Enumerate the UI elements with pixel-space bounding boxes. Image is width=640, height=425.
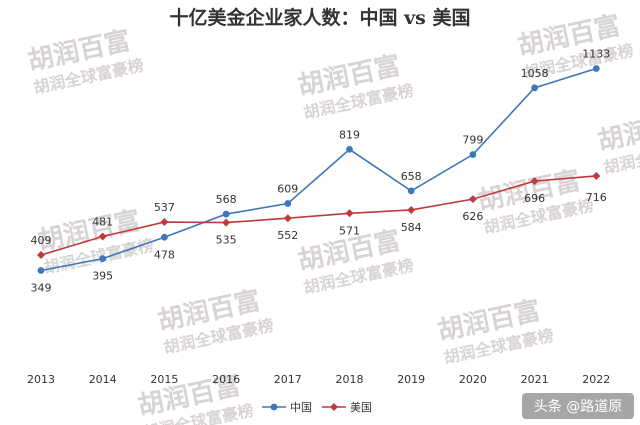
data-label-china-2021: 1058	[521, 67, 549, 80]
point-usa-2019	[407, 205, 416, 214]
data-label-china-2016: 568	[216, 193, 237, 206]
point-usa-2017	[283, 214, 292, 223]
point-china-2017	[284, 200, 292, 207]
data-label-usa-2022: 716	[586, 191, 607, 204]
x-tick-2019: 2019	[397, 373, 425, 386]
x-tick-2020: 2020	[459, 373, 487, 386]
watermark-text: 胡润百富	[595, 105, 640, 157]
data-label-china-2015: 478	[154, 248, 175, 261]
point-china-2013	[37, 267, 45, 274]
x-tick-2013: 2013	[27, 373, 55, 386]
point-china-2015	[161, 233, 168, 241]
point-usa-2016	[222, 218, 231, 227]
data-label-china-2018: 819	[339, 128, 360, 141]
point-usa-2015	[160, 218, 169, 227]
data-label-usa-2021: 696	[524, 192, 545, 205]
data-label-usa-2018: 571	[339, 224, 360, 237]
point-china-2020	[469, 151, 477, 158]
data-label-china-2020: 799	[462, 134, 483, 147]
point-usa-2021	[530, 177, 539, 186]
data-label-usa-2017: 552	[277, 229, 298, 242]
data-label-china-2019: 658	[401, 170, 422, 183]
data-label-china-2017: 609	[277, 183, 298, 196]
x-tick-2021: 2021	[521, 373, 549, 386]
legend: 中国 美国	[262, 401, 372, 414]
x-tick-2022: 2022	[582, 373, 610, 386]
data-label-layer: 349 409 395 481 478 537 568 535 609 552 819 571 658 5…	[31, 48, 611, 295]
series-line-china	[40, 67, 597, 272]
data-label-usa-2019: 584	[401, 221, 422, 234]
point-china-2018	[346, 146, 353, 153]
legend-marker-china	[270, 403, 278, 411]
point-usa-2022	[592, 171, 601, 180]
data-label-usa-2016: 535	[216, 234, 237, 247]
series-layer	[37, 65, 601, 274]
point-usa-2013	[37, 251, 45, 260]
point-china-2019	[407, 187, 415, 195]
point-usa-2020	[468, 195, 477, 204]
chart-title: 十亿美金企业家人数：中国 vs 美国	[170, 6, 471, 29]
credit-badge: 头条 @路道原	[522, 393, 634, 419]
legend-item-china: 中国	[262, 401, 312, 414]
point-usa-2018	[345, 209, 354, 218]
legend-marker-usa	[330, 403, 338, 411]
data-label-china-2014: 395	[92, 270, 113, 283]
point-usa-2014	[98, 232, 107, 241]
data-label-china-2013: 349	[31, 282, 52, 295]
data-label-usa-2020: 626	[462, 210, 483, 223]
series-line-usa	[40, 175, 597, 256]
data-label-usa-2015: 537	[154, 201, 175, 214]
point-china-2014	[99, 255, 107, 263]
legend-item-usa: 美国	[322, 401, 372, 414]
x-tick-2015: 2015	[150, 373, 178, 386]
x-tick-2017: 2017	[274, 373, 302, 386]
data-label-usa-2014: 481	[92, 215, 113, 228]
x-tick-2018: 2018	[336, 373, 364, 386]
data-label-usa-2013: 409	[31, 234, 52, 247]
x-tick-2014: 2014	[89, 373, 117, 386]
x-tick-2016: 2016	[212, 373, 240, 386]
credit-text: 头条 @路道原	[534, 398, 622, 415]
x-axis-ticks: 2013 2014 2015 2016 2017 2018 2019 2020 2021 2022	[27, 373, 610, 386]
point-china-2022	[592, 65, 600, 72]
legend-label-china: 中国	[290, 401, 312, 414]
data-label-china-2022: 1133	[582, 48, 610, 61]
point-china-2016	[222, 210, 230, 218]
point-china-2021	[531, 84, 538, 92]
legend-label-usa: 美国	[350, 401, 372, 414]
